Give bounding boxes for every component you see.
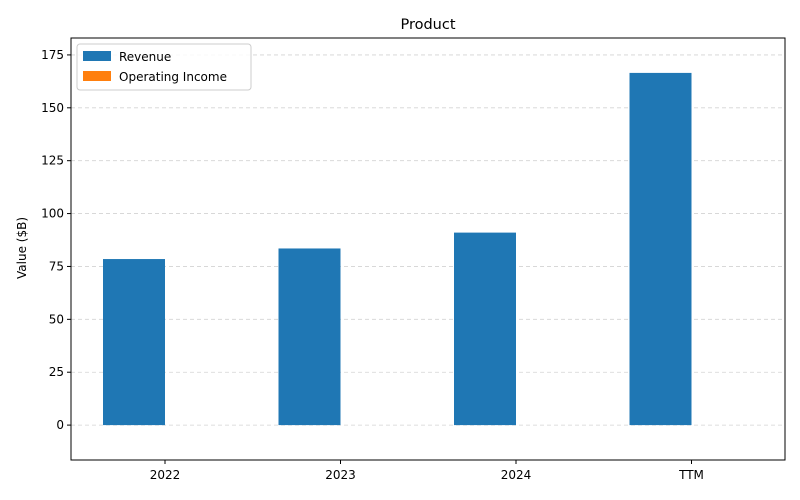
x-axis-ticks: 2022 2023 2024 TTM (150, 460, 704, 482)
y-tick-label: 25 (49, 365, 64, 379)
y-axis-ticks: 0 25 50 75 100 125 150 175 (41, 48, 71, 432)
y-tick-label: 0 (56, 418, 64, 432)
x-tick-label: 2023 (325, 468, 356, 482)
legend-box (76, 43, 252, 91)
legend-swatch (83, 51, 111, 61)
x-tick-label: 2024 (501, 468, 532, 482)
y-tick-label: 100 (41, 207, 64, 221)
plot-frame (70, 37, 786, 461)
legend: Revenue Operating Income (76, 43, 252, 91)
x-tick-label: TTM (678, 468, 704, 482)
y-tick-label: 125 (41, 154, 64, 168)
y-tick-label: 150 (41, 101, 64, 115)
bars (103, 72, 692, 426)
bar-revenue-2022 (103, 259, 165, 426)
y-tick-label: 50 (49, 312, 64, 326)
legend-label: Revenue (119, 50, 171, 64)
grid-lines (71, 54, 785, 426)
legend-swatch (83, 71, 111, 81)
legend-label: Operating Income (119, 70, 227, 84)
bar-revenue-ttm (629, 72, 692, 426)
chart-title: Product (400, 17, 455, 33)
x-tick-label: 2022 (150, 468, 181, 482)
y-tick-label: 175 (41, 48, 64, 62)
bar-revenue-2024 (454, 232, 516, 426)
y-tick-label: 75 (49, 259, 64, 273)
bar-revenue-2023 (278, 248, 341, 426)
y-axis-title: Value ($B) (15, 217, 29, 279)
